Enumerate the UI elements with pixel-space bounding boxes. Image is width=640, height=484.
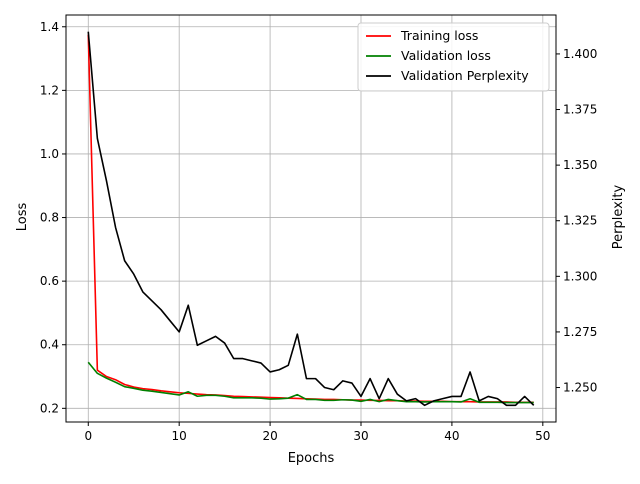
y-left-tick-label: 0.4: [40, 338, 59, 352]
y-right-tick-label: 1.300: [563, 269, 597, 283]
y-right-tick-label: 1.325: [563, 214, 597, 228]
y-left-tick-label: 1.2: [40, 83, 59, 97]
legend-label-validation-perplexity: Validation Perplexity: [401, 68, 529, 83]
legend-box: [357, 22, 550, 92]
x-tick-label: 40: [444, 429, 459, 443]
x-tick-label: 50: [535, 429, 550, 443]
plot-frame: [65, 14, 557, 423]
y-right-tick-label: 1.250: [563, 381, 597, 395]
x-tick-label: 10: [172, 429, 187, 443]
y-left-tick-label: 0.6: [40, 274, 59, 288]
validation-loss-line: [87, 361, 534, 404]
y-right-tick-label: 1.350: [563, 158, 597, 172]
y-left-tick-label: 0.8: [40, 211, 59, 225]
y-left-tick-label: 1.4: [40, 20, 59, 34]
legend-label-training-loss: Training loss: [400, 28, 478, 43]
y-axis-right-label: Perplexity: [611, 184, 626, 249]
y-right-tick-label: 1.375: [563, 103, 597, 117]
x-tick-label: 20: [262, 429, 277, 443]
x-axis-label: Epochs: [288, 451, 335, 466]
x-tick-label: 30: [353, 429, 368, 443]
y-left-tick-label: 0.2: [40, 401, 59, 415]
y-right-tick-label: 1.275: [563, 325, 597, 339]
validation-perplexity-line: [87, 31, 535, 407]
y-left-tick-label: 1.0: [40, 147, 59, 161]
x-tick-label: 0: [84, 429, 92, 443]
y-axis-left-label: Loss: [15, 203, 30, 232]
legend-label-validation-loss: Validation loss: [401, 48, 491, 63]
legend: Training loss Validation loss Validation P…: [357, 22, 550, 92]
y-right-tick-label: 1.400: [563, 47, 597, 61]
